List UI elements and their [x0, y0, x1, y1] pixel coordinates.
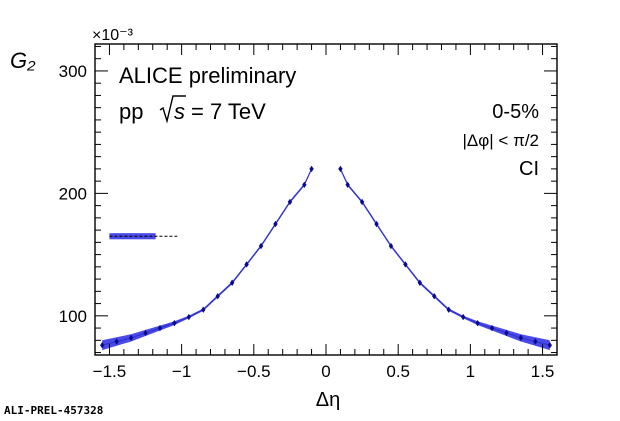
data-point — [446, 306, 451, 313]
reference-level-band — [109, 233, 156, 240]
data-point — [157, 324, 163, 332]
x-axis-label: Δη — [316, 389, 340, 411]
y-tick-label: 200 — [59, 184, 87, 203]
data-point — [309, 165, 314, 173]
centrality-label: 0-5% — [492, 101, 539, 123]
y-tick-label: 300 — [59, 62, 87, 81]
system-label: pp — [119, 99, 143, 124]
band-left — [102, 167, 312, 351]
band-right — [340, 167, 550, 351]
systematic-band-layer — [102, 167, 550, 351]
data-point — [489, 324, 495, 332]
x-tick-label: −1.5 — [93, 362, 127, 381]
data-point — [186, 313, 192, 321]
charge-combination-label: CI — [519, 158, 539, 180]
data-point — [114, 338, 119, 345]
data-point — [273, 220, 278, 228]
x-tick-label: −1 — [172, 362, 191, 381]
data-point — [143, 329, 148, 337]
data-point — [504, 329, 509, 337]
data-point — [374, 220, 379, 228]
reference-level-layer — [109, 233, 178, 240]
data-point — [533, 338, 538, 345]
axis-ticks-layer: −1.5 −1 −0.5 0 0.5 1 1.5 100 200 300 — [59, 44, 558, 381]
dphi-cut-label: |Δφ| < π/2 — [463, 131, 540, 150]
plot-frame — [94, 43, 558, 356]
y-multiplier-label: ×10⁻³ — [92, 27, 134, 44]
data-point — [432, 293, 437, 300]
series-line-left — [102, 168, 313, 346]
data-point — [417, 279, 423, 286]
data-point — [100, 342, 105, 349]
data-point — [460, 313, 466, 321]
data-point — [229, 279, 235, 286]
data-point — [172, 319, 177, 327]
x-tick-label: 1.5 — [531, 362, 555, 381]
x-tick-label: −0.5 — [237, 362, 271, 381]
series-line-right — [339, 168, 550, 346]
y-axis-label: G₂ — [10, 48, 36, 73]
experiment-label: ALICE preliminary — [119, 63, 296, 88]
data-point — [403, 261, 408, 268]
data-point — [338, 165, 343, 173]
data-point — [547, 342, 552, 349]
series-line-layer — [102, 168, 550, 346]
data-points-layer — [100, 165, 552, 349]
data-point — [201, 306, 206, 313]
y-tick-label: 100 — [59, 307, 87, 326]
data-point — [287, 198, 293, 206]
data-point — [518, 334, 524, 342]
data-point — [244, 261, 249, 268]
data-point — [345, 181, 350, 189]
data-point — [215, 293, 220, 300]
figure-id-label: ALI-PREL-457328 — [4, 404, 103, 417]
data-point — [359, 198, 365, 206]
sqrt-s-symbol: s — [174, 99, 185, 124]
energy-label: = 7 TeV — [191, 99, 266, 124]
data-point — [128, 334, 134, 342]
data-point — [388, 242, 394, 250]
data-point — [302, 181, 307, 189]
sqrt-sign-icon — [159, 95, 186, 124]
x-tick-label: 1 — [466, 362, 475, 381]
data-point — [258, 242, 264, 250]
x-tick-label: 0 — [321, 362, 330, 381]
x-tick-label: 0.5 — [386, 362, 410, 381]
data-point — [475, 319, 480, 327]
